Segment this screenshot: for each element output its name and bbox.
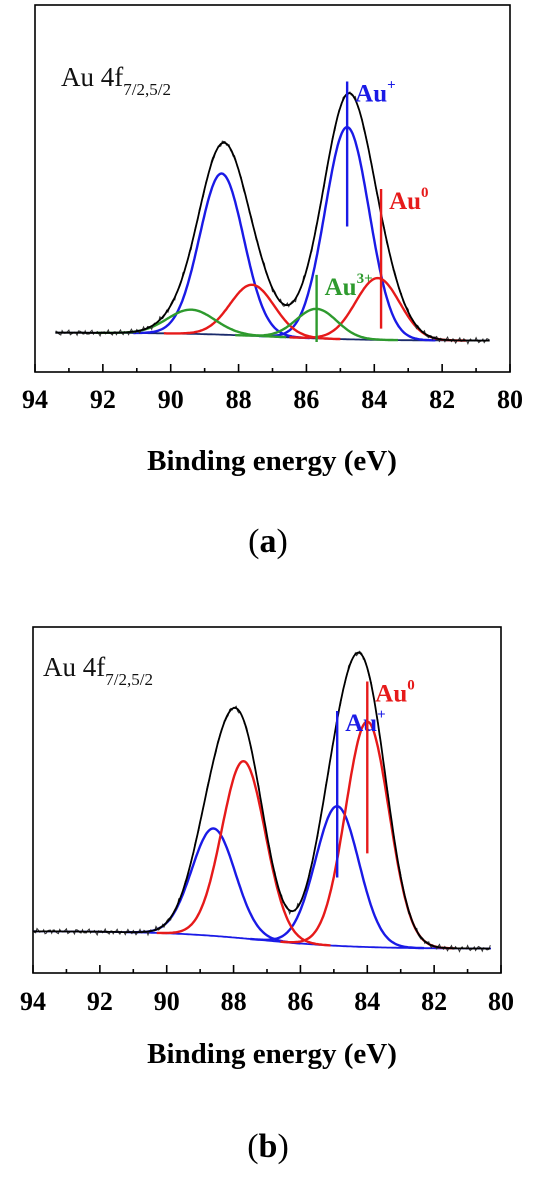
x-tick-label-4: 86 xyxy=(287,987,313,1016)
panel-b-caption: (b) xyxy=(247,1128,289,1165)
panel-b-chart: Au+Au0 94 92 90 88 86 84 82 80 Au 4f7/2,5/2 Bin… xyxy=(20,626,514,1165)
marker-label-0: Au+ xyxy=(355,78,396,108)
panel-a-x-axis-label: Binding energy (eV) xyxy=(147,445,397,477)
marker-label-1: Au0 xyxy=(389,185,428,215)
panel-b-x-axis-label: Binding energy (eV) xyxy=(147,1038,397,1070)
x-tick-label-0: 94 xyxy=(22,385,48,414)
panel-b-title: Au 4f7/2,5/2 xyxy=(43,652,153,689)
component-peak-1-0 xyxy=(163,283,341,341)
x-tick-label-7: 80 xyxy=(488,987,514,1016)
envelope-fit xyxy=(55,92,490,342)
panel-a-title: Au 4f7/2,5/2 xyxy=(61,62,171,99)
marker-label-2: Au3+ xyxy=(325,271,373,301)
x-tick-label-3: 88 xyxy=(221,987,247,1016)
x-tick-label-4: 86 xyxy=(293,385,319,414)
component-peak-0-0 xyxy=(133,172,310,340)
panel-b-markers: Au+Au0 xyxy=(336,677,415,878)
x-tick-label-6: 82 xyxy=(421,987,447,1016)
panel-a-caption: (a) xyxy=(248,523,288,560)
component-peak-0-0 xyxy=(126,827,301,945)
x-tick-label-5: 84 xyxy=(354,987,380,1016)
x-tick-label-0: 94 xyxy=(20,987,46,1016)
x-tick-label-7: 80 xyxy=(497,385,523,414)
marker-label-1: Au0 xyxy=(375,677,414,707)
panel-a-x-ticks: 94 92 90 88 86 84 82 80 xyxy=(22,364,523,414)
panel-a-markers: Au+ Au0 Au3+ xyxy=(315,78,429,342)
panel-a-plot-frame xyxy=(34,4,511,373)
panel-b-curves xyxy=(32,650,491,953)
x-tick-label-1: 92 xyxy=(90,385,116,414)
panel-b-x-ticks: 94 92 90 88 86 84 82 80 xyxy=(20,965,514,1016)
panel-a-curves xyxy=(55,91,490,345)
panel-a-chart: Au+ Au0 Au3+ 94 92 90 88 86 84 82 80 Au 4f7/2,5/2… xyxy=(22,4,523,560)
x-tick-label-3: 88 xyxy=(226,385,252,414)
experimental-spectrum xyxy=(55,91,490,345)
x-tick-label-2: 90 xyxy=(158,385,184,414)
x-tick-label-5: 84 xyxy=(361,385,387,414)
x-tick-label-1: 92 xyxy=(87,987,113,1016)
x-tick-label-6: 82 xyxy=(429,385,455,414)
marker-label-0: Au+ xyxy=(345,707,386,737)
component-peak-1-0 xyxy=(156,759,331,947)
x-tick-label-2: 90 xyxy=(154,987,180,1016)
envelope-fit xyxy=(33,651,491,950)
